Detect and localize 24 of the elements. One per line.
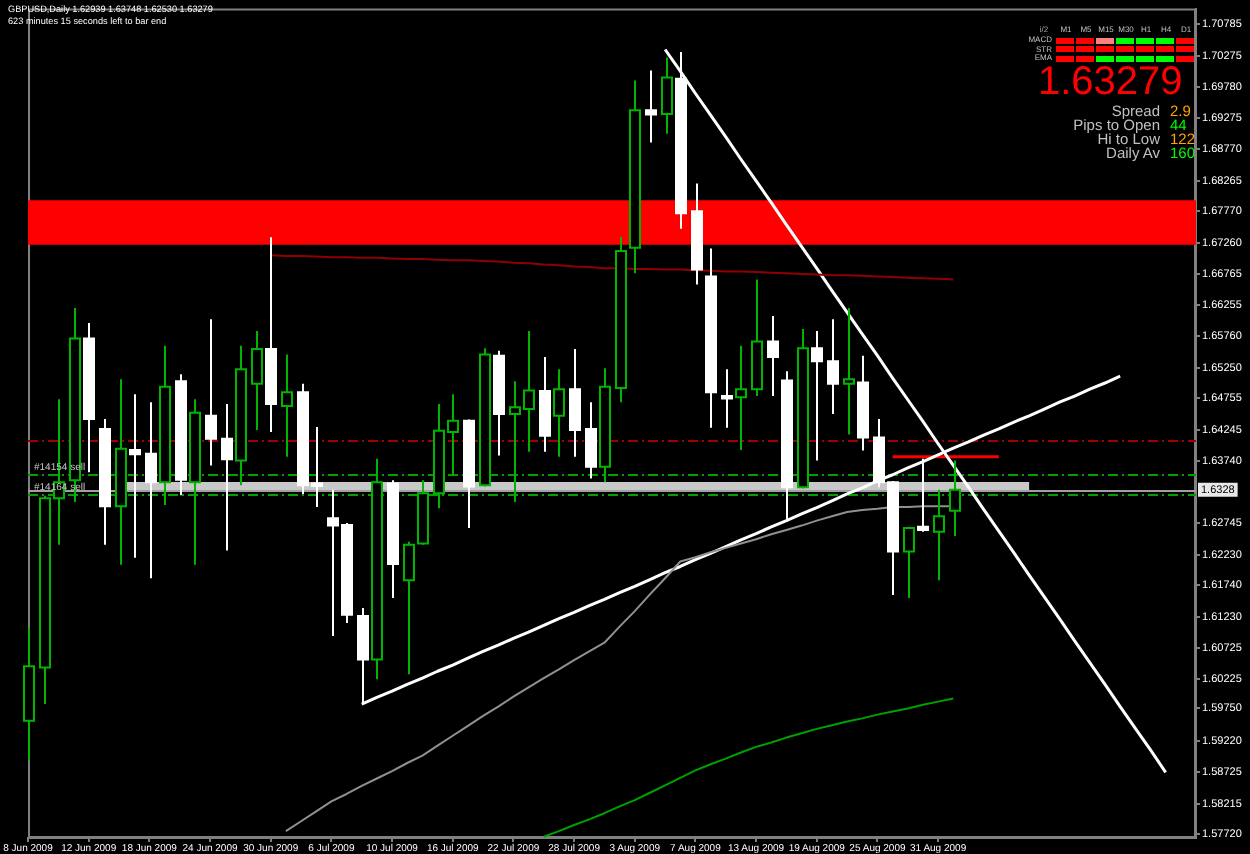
candlestick (251, 329, 263, 432)
candlestick (645, 69, 657, 144)
annotation: 1.63279 (1038, 60, 1183, 104)
candlestick (827, 318, 839, 415)
candlestick (735, 344, 747, 451)
candlestick (933, 488, 945, 582)
candlestick (205, 318, 217, 467)
candlestick (843, 307, 855, 436)
candlestick (949, 459, 961, 538)
candlestick (811, 329, 823, 462)
candlestick (585, 401, 597, 480)
candlestick (917, 457, 929, 533)
candlestick (221, 403, 233, 552)
candlestick (129, 393, 141, 559)
candlestick (145, 401, 157, 580)
candlestick (661, 56, 673, 135)
candlestick (281, 353, 293, 458)
candlestick (903, 525, 915, 600)
candlestick (553, 368, 565, 458)
candlestick (767, 315, 779, 398)
candlestick (721, 368, 733, 429)
candlestick (751, 278, 763, 398)
candlestick (539, 355, 551, 453)
candlestick (569, 347, 581, 458)
